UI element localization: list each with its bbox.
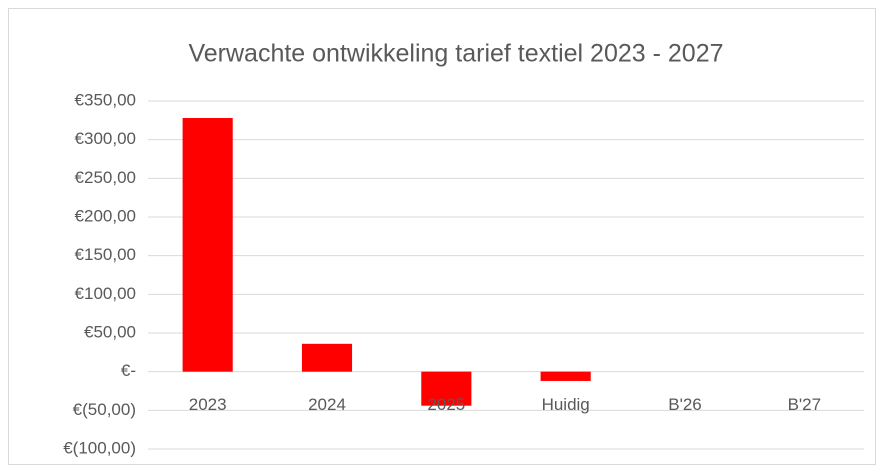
bar: [421, 371, 472, 406]
chart-title: Verwachte ontwikkeling tarief textiel 20…: [188, 40, 723, 68]
x-tick-label: B'27: [788, 395, 822, 414]
bar: [540, 371, 591, 381]
y-tick-label: €50,00: [84, 322, 136, 341]
y-tick-label: €200,00: [75, 206, 136, 225]
bar: [182, 118, 233, 372]
y-tick-label: €300,00: [75, 129, 136, 148]
y-tick-label: €-: [121, 361, 136, 380]
y-tick-label: €150,00: [75, 245, 136, 264]
x-tick-label: Huidig: [542, 395, 590, 414]
y-tick-label: €350,00: [75, 90, 136, 109]
x-tick-label: B'26: [668, 395, 702, 414]
y-tick-label: €250,00: [75, 168, 136, 187]
y-tick-label: €100,00: [75, 284, 136, 303]
bar: [301, 343, 353, 372]
y-tick-label: €(100,00): [63, 438, 136, 457]
x-tick-label: 2025: [427, 395, 465, 414]
x-tick-label: 2023: [189, 395, 227, 414]
y-tick-label: €(50,00): [73, 400, 136, 419]
x-tick-label: 2024: [308, 395, 346, 414]
